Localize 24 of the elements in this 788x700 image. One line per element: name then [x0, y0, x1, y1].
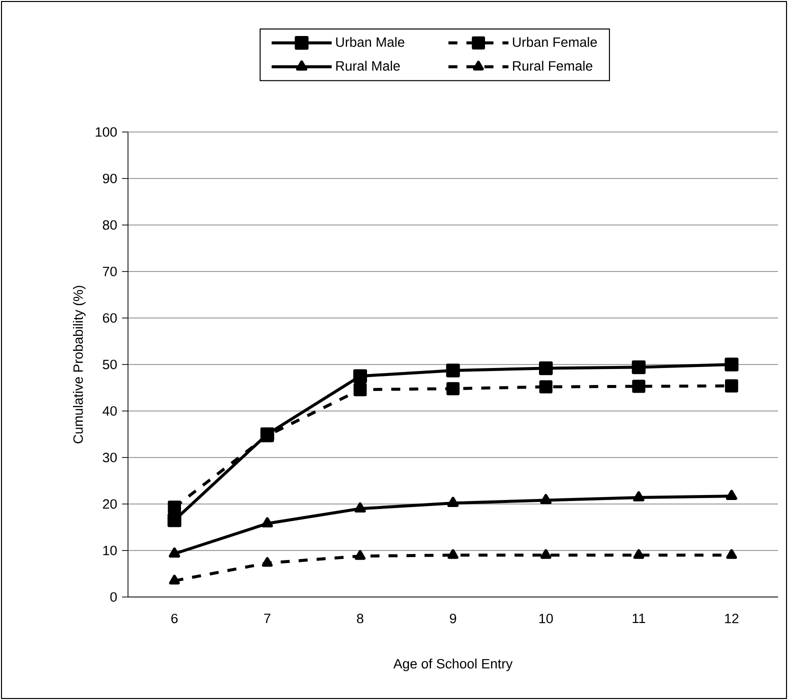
- y-tick-label: 10: [103, 546, 117, 556]
- x-tick-label: 8: [356, 614, 364, 624]
- x-tick-label: 11: [632, 614, 646, 623]
- x-tick-label: 7: [264, 614, 270, 623]
- y-tick-label: 90: [102, 174, 117, 184]
- y-tick-label: 30: [102, 452, 117, 462]
- legend-label: Rural Female: [513, 60, 592, 71]
- y-tick-label: 40: [102, 406, 117, 416]
- y-tick-label: 100: [96, 127, 117, 137]
- legend-label: Rural Male: [336, 60, 400, 71]
- x-tick-label: 12: [725, 614, 738, 624]
- x-tick-label: 6: [171, 614, 178, 624]
- y-tick-label: 60: [102, 313, 117, 323]
- x-tick-label: 10: [539, 614, 553, 624]
- legend-label: Urban Male: [336, 37, 404, 47]
- y-tick-label: 70: [102, 266, 117, 276]
- y-tick-label: 20: [102, 499, 117, 509]
- y-tick-label: 0: [110, 592, 117, 602]
- y-tick-label: 80: [102, 220, 117, 230]
- legend-label: Urban Female: [512, 37, 597, 47]
- x-tick-label: 9: [450, 614, 456, 624]
- y-tick-label: 50: [102, 360, 117, 370]
- x-axis-title: Age of School Entry: [393, 658, 513, 672]
- y-axis-title: Cumulative Probability (%): [72, 286, 86, 444]
